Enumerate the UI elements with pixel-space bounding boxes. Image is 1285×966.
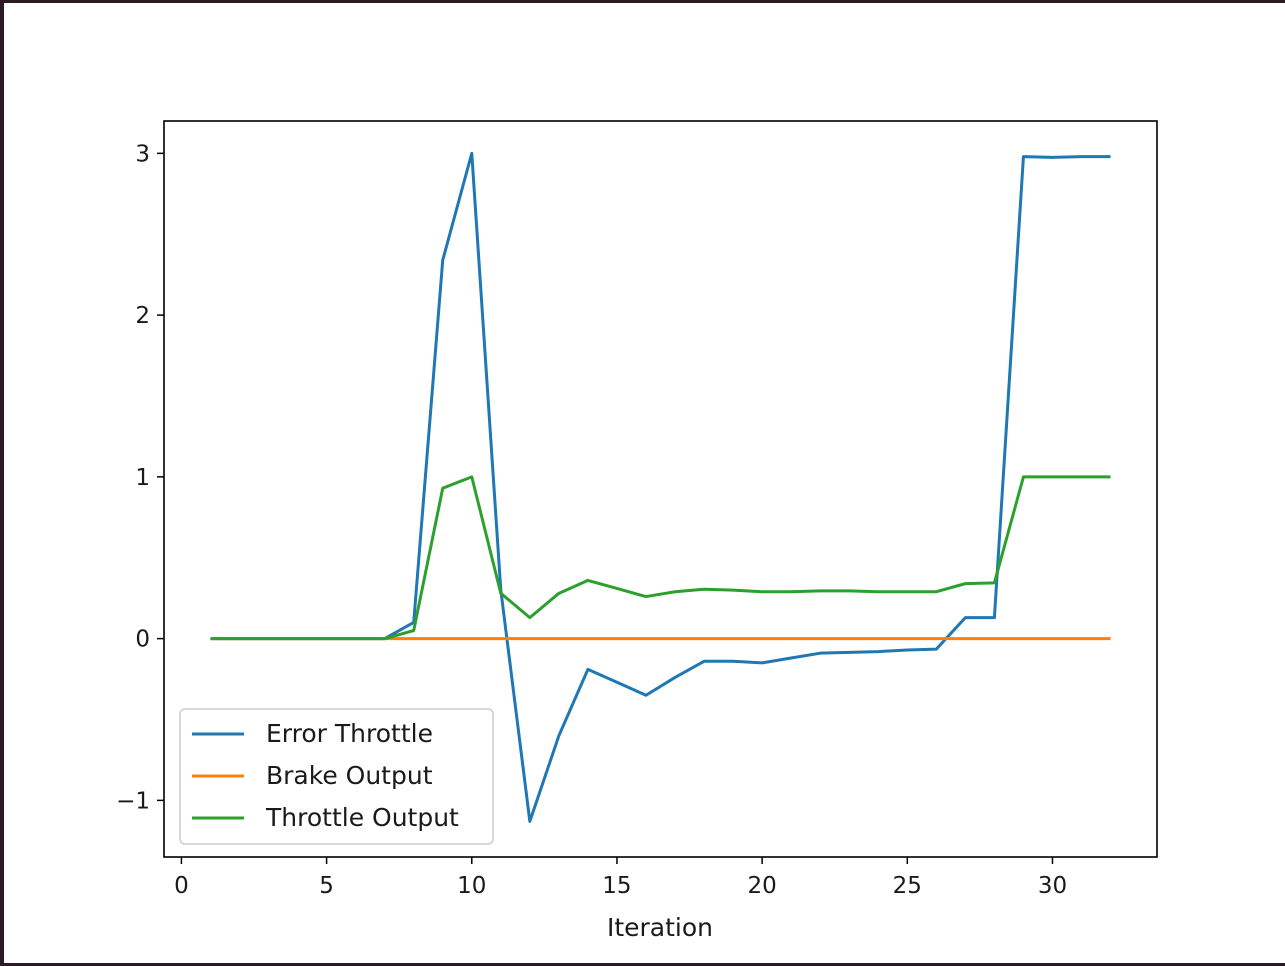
x-tick-label: 30 — [1038, 873, 1067, 899]
legend-label-error-throttle: Error Throttle — [266, 719, 433, 748]
y-tick-label: −1 — [116, 788, 150, 814]
figure-window: 0 5 10 15 20 25 30 −1 0 1 2 3 Iteration Error Thro… — [4, 3, 1285, 963]
x-axis-label: Iteration — [607, 913, 713, 942]
y-tick-label: 1 — [135, 465, 150, 491]
x-tick-label: 25 — [893, 873, 922, 899]
legend-box — [179, 708, 494, 845]
x-tick-label: 20 — [747, 873, 776, 899]
x-tick-label: 5 — [319, 873, 334, 899]
x-tick-label: 0 — [174, 873, 189, 899]
line-chart: 0 5 10 15 20 25 30 −1 0 1 2 3 Iteration Error Thro… — [116, 120, 1158, 942]
x-tick-label: 15 — [602, 873, 631, 899]
legend-label-brake-output: Brake Output — [266, 761, 433, 790]
y-tick-label: 2 — [135, 303, 150, 329]
y-axis-ticks: −1 0 1 2 3 — [116, 141, 164, 814]
x-axis-ticks: 0 5 10 15 20 25 30 — [174, 857, 1067, 899]
legend: Error Throttle Brake Output Throttle Out… — [179, 708, 494, 845]
y-tick-label: 0 — [135, 627, 150, 653]
series-line-throttle-output — [210, 475, 1111, 641]
legend-label-throttle-output: Throttle Output — [265, 803, 459, 832]
y-tick-label: 3 — [135, 141, 150, 167]
x-tick-label: 10 — [457, 873, 486, 899]
plot-content — [210, 151, 1111, 823]
axes-frame — [163, 120, 1158, 858]
